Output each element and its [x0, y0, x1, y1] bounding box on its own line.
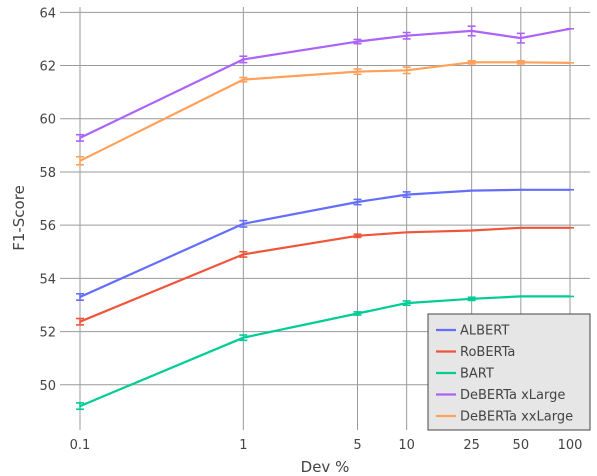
x-tick-label: 100: [558, 438, 583, 453]
legend-label: RoBERTa: [460, 345, 515, 360]
series-deberta-xxlarge: [76, 59, 574, 166]
y-tick-label: 54: [39, 272, 56, 287]
x-tick-label: 10: [398, 438, 415, 453]
y-tick-label: 64: [39, 6, 56, 21]
x-tick-label: 0.1: [70, 438, 91, 453]
x-tick-label: 25: [463, 438, 480, 453]
tick-labels: 0.1 1 5 10 25 50 100 50 52 54 56 58 60 62 64: [39, 6, 582, 453]
legend-label: DeBERTa xxLarge: [460, 410, 573, 425]
grid: [60, 7, 590, 430]
y-tick-label: 62: [39, 60, 56, 75]
legend-label: DeBERTa xLarge: [460, 388, 565, 403]
y-tick-label: 60: [39, 113, 56, 128]
x-axis-title: Dev %: [301, 458, 350, 476]
legend-label: BART: [460, 367, 494, 382]
y-axis-title: F1-Score: [10, 185, 28, 251]
y-tick-label: 56: [39, 219, 56, 234]
series: [76, 25, 574, 411]
x-tick-label: 5: [353, 438, 361, 453]
x-tick-label: 50: [513, 438, 530, 453]
legend-label: ALBERT: [460, 324, 509, 339]
series-deberta-xlarge: [76, 25, 574, 142]
y-tick-label: 52: [39, 326, 56, 341]
x-tick-label: 1: [239, 438, 247, 453]
series-bart: [76, 295, 574, 411]
series-albert: [76, 188, 574, 301]
legend: ALBERT RoBERTa BART DeBERTa xLarge DeBERTa x…: [427, 313, 591, 431]
y-tick-label: 50: [39, 379, 56, 394]
series-roberta: [76, 226, 574, 326]
y-tick-label: 58: [39, 166, 56, 181]
